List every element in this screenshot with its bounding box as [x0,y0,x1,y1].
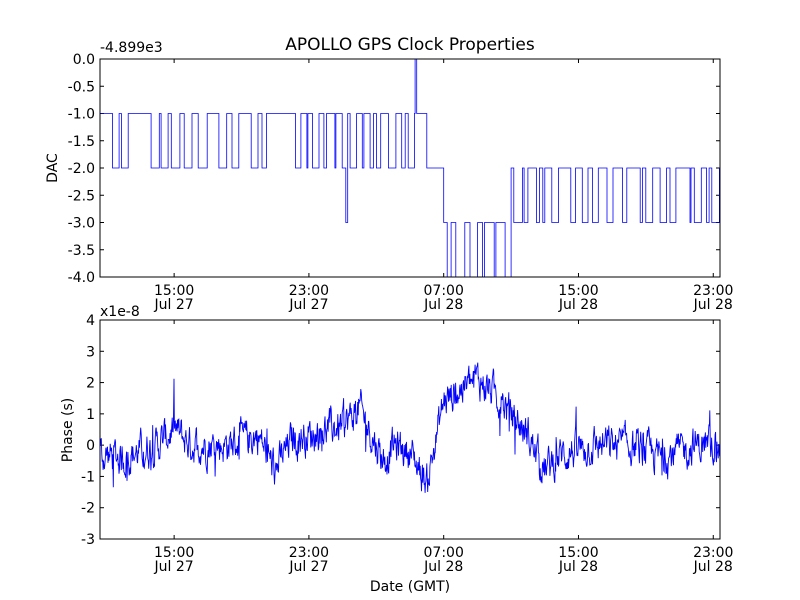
phase-plot-frame [99,319,721,540]
dac-xtick-time: 07:00 [424,283,464,299]
dac-plot-frame [99,58,721,278]
dac-ytick-label: 0.0 [73,52,95,68]
phase-xtick-time: 07:00 [424,545,464,561]
dac-series-line [100,58,720,278]
phase-ytick-label: 0 [86,438,95,454]
dac-ytick-label: -2.5 [68,188,95,204]
phase-x-axis-label: Date (GMT) [370,579,450,595]
phase-ytick-label: 3 [86,344,95,360]
phase-ytick-label: 1 [86,407,95,423]
dac-panel: -4.899e3 DAC 0.0 -0.5 -1.0 -1.5 -2.0 -2.5 -3.0… [45,40,733,313]
phase-xtick-date: Jul 28 [693,559,733,575]
phase-xtick-time: 15:00 [154,545,194,561]
phase-xtick-date: Jul 28 [558,559,598,575]
phase-ytick-label: -2 [81,501,95,517]
dac-ytick-label: -1.5 [68,134,95,150]
dac-ytick-label: -0.5 [68,79,95,95]
phase-ytick-label: -3 [81,532,95,548]
dac-xtick-time: 15:00 [154,283,194,299]
dac-xtick-date: Jul 27 [154,297,194,313]
phase-xtick-time: 15:00 [558,545,598,561]
phase-y-axis-label: Phase (s) [60,398,76,462]
phase-xtick-date: Jul 27 [288,559,328,575]
dac-ytick-label: -3.0 [68,216,95,232]
dac-xtick-time: 15:00 [558,283,598,299]
dac-ytick-label: -2.0 [68,161,95,177]
phase-xtick-time: 23:00 [289,545,329,561]
phase-ytick-label: -1 [81,469,95,485]
phase-ytick-label: 2 [86,376,95,392]
dac-offset-label: -4.899e3 [100,40,163,56]
dac-ytick-label: -3.5 [68,243,95,259]
dac-y-axis-label: DAC [45,153,61,183]
chart-title: APOLLO GPS Clock Properties [285,35,535,55]
dac-xtick-time: 23:00 [693,283,733,299]
dac-xtick-time: 23:00 [289,283,329,299]
dac-xtick-date: Jul 28 [693,297,733,313]
phase-xtick-time: 23:00 [693,545,733,561]
phase-panel: x1e-8 Phase (s) Date (GMT) 4 3 2 1 0 -1 -2 -3 1… [60,304,733,595]
phase-series-line [99,362,721,493]
dac-xtick-date: Jul 28 [558,297,598,313]
phase-ytick-label: 4 [86,313,95,329]
phase-xtick-date: Jul 27 [154,559,194,575]
phase-xtick-date: Jul 28 [423,559,463,575]
dac-xtick-date: Jul 27 [288,297,328,313]
phase-offset-label: x1e-8 [100,304,140,320]
dac-ytick-label: -4.0 [68,270,95,286]
dac-xtick-date: Jul 28 [423,297,463,313]
dac-ytick-label: -1.0 [68,107,95,123]
